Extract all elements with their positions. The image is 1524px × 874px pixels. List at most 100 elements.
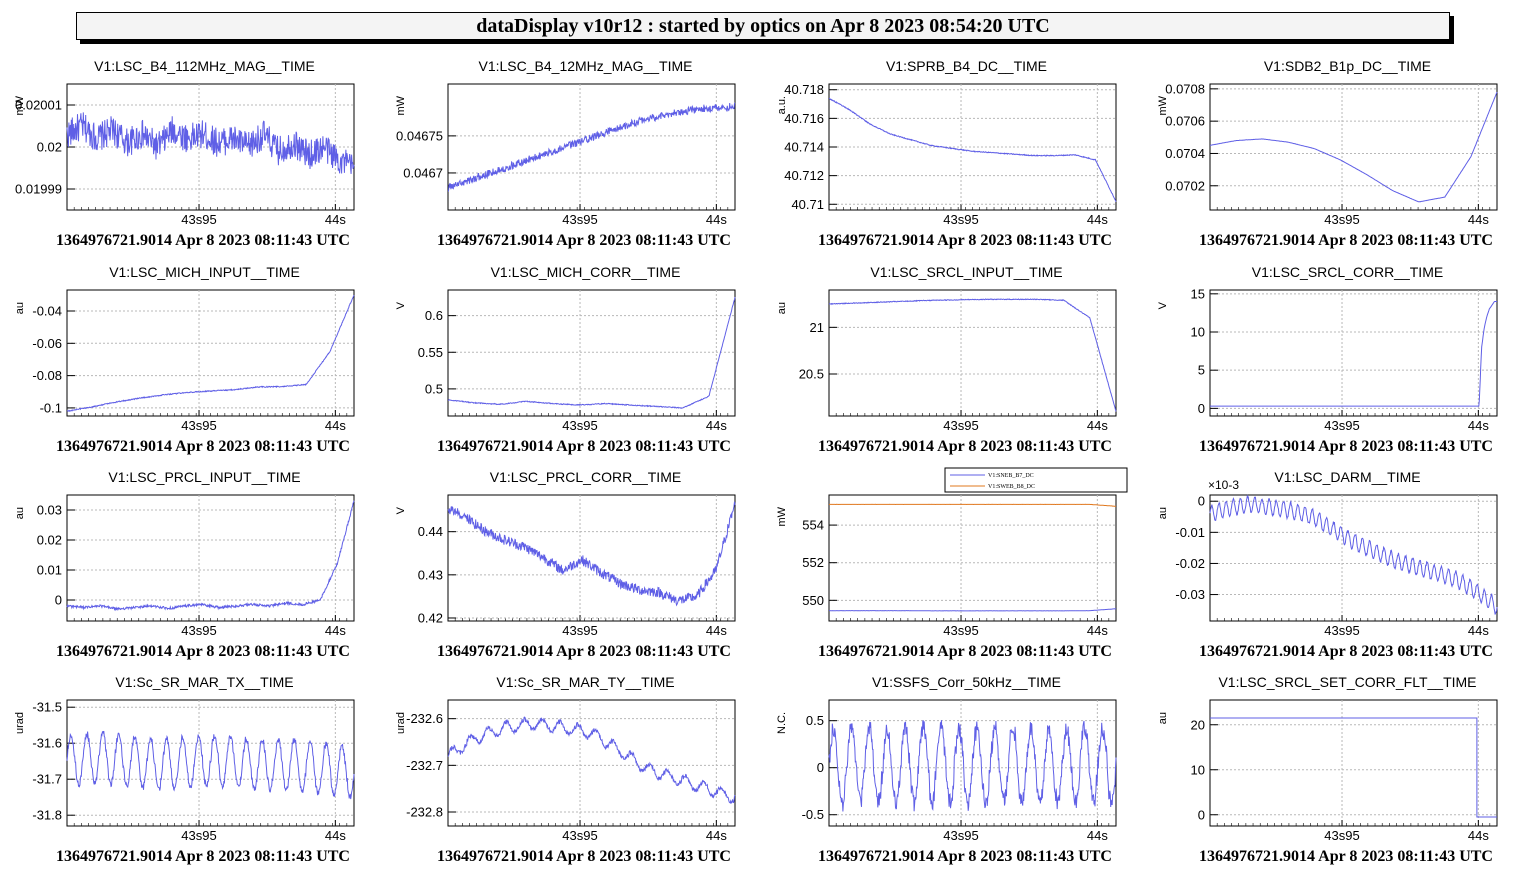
- chart-footer: 1364976721.9014 Apr 8 2023 08:11:43 UTC: [818, 848, 1112, 865]
- y-axis-label: au: [776, 302, 788, 314]
- y-tick-label: -31.8: [32, 808, 62, 823]
- plot-frame: [828, 494, 1117, 622]
- legend-box: [944, 467, 1128, 493]
- y-tick-label: -0.03: [1175, 587, 1205, 602]
- plot-frame: [1209, 289, 1498, 417]
- chart-title: V1:SPRB_B4_DC__TIME: [886, 58, 1047, 74]
- chart-panel: V1:LSC_PRCL_CORR__TIME 43s95 44s 0.42 0.43 0.…: [395, 469, 736, 660]
- y-axis-label: N.C.: [776, 712, 788, 734]
- plot-frame: [447, 699, 736, 827]
- chart-footer: 1364976721.9014 Apr 8 2023 08:11:43 UTC: [1199, 643, 1493, 660]
- chart-panel: V1:LSC_PRCL_INPUT__TIME 43s95 44s 0 0.01 0.02…: [14, 469, 355, 660]
- plot-frame: [828, 83, 1117, 211]
- chart-panel: V1:LSC_SRCL_INPUT__TIME 43s95 44s 20.5 21 au 1…: [776, 264, 1117, 455]
- x-tick-label: 43s95: [181, 828, 216, 843]
- y-exponent-label: ×10-3: [1208, 478, 1239, 492]
- y-tick-label: 40.718: [784, 82, 824, 97]
- chart-title: V1:SDB2_B1p_DC__TIME: [1264, 58, 1431, 74]
- y-tick-label: 0: [55, 593, 62, 608]
- y-axis-label: a.u.: [776, 96, 788, 114]
- y-tick-label: 0.42: [418, 610, 443, 625]
- y-axis-label: au: [1157, 712, 1169, 724]
- chart-title: V1:LSC_B4_12MHz_MAG__TIME: [479, 58, 693, 74]
- y-tick-label: 20.5: [799, 367, 824, 382]
- x-tick-label: 44s: [325, 212, 346, 227]
- chart-footer: 1364976721.9014 Apr 8 2023 08:11:43 UTC: [1199, 232, 1493, 249]
- chart-panel: V1:Sc_SR_MAR_TY__TIME 43s95 44s -232.8 -232.…: [395, 674, 736, 865]
- y-tick-label: 0: [1198, 494, 1205, 509]
- y-tick-label: -31.7: [32, 772, 62, 787]
- y-tick-label: 0.44: [418, 524, 443, 539]
- chart-panel: V1:LSC_SRCL_CORR__TIME 43s95 44s 0 5 10 15 V 136…: [1157, 264, 1498, 455]
- x-tick-label: 44s: [325, 623, 346, 638]
- y-tick-label: 40.71: [791, 197, 824, 212]
- chart-title: V1:LSC_PRCL_CORR__TIME: [490, 469, 681, 485]
- y-tick-label: -0.5: [802, 807, 824, 822]
- y-tick-label: 0.6: [425, 308, 443, 323]
- chart-footer: 1364976721.9014 Apr 8 2023 08:11:43 UTC: [437, 643, 731, 660]
- x-tick-label: 43s95: [562, 212, 597, 227]
- chart-panel: 43s95 44s 550 552 554 mW V1:SNEB_B7_DC V1:SWEB_…: [776, 467, 1128, 660]
- chart-footer: 1364976721.9014 Apr 8 2023 08:11:43 UTC: [56, 232, 350, 249]
- x-tick-label: 43s95: [1324, 418, 1359, 433]
- series-line: [447, 102, 736, 192]
- series-line: [1210, 717, 1497, 818]
- x-tick-label: 43s95: [943, 623, 978, 638]
- y-tick-label: -0.01: [1175, 525, 1205, 540]
- x-tick-label: 44s: [1468, 212, 1489, 227]
- y-tick-label: 0.5: [806, 713, 824, 728]
- y-axis-label: V: [1157, 301, 1169, 309]
- plot-frame: [1209, 699, 1498, 827]
- y-axis-label: mW: [776, 506, 788, 526]
- chart-footer: 1364976721.9014 Apr 8 2023 08:11:43 UTC: [437, 232, 731, 249]
- y-tick-label: 0.0706: [1165, 114, 1205, 129]
- y-tick-label: 10: [1191, 325, 1205, 340]
- series-line: [1209, 494, 1498, 615]
- chart-footer: 1364976721.9014 Apr 8 2023 08:11:43 UTC: [818, 232, 1112, 249]
- y-tick-label: 554: [802, 518, 824, 533]
- plot-frame: [66, 289, 355, 417]
- legend-entry: V1:SNEB_B7_DC: [988, 473, 1034, 479]
- y-axis-label: mW: [395, 95, 407, 115]
- chart-panel: V1:LSC_B4_112MHz_MAG__TIME 43s95 44s 0.0199…: [14, 58, 355, 249]
- plot-frame: [66, 494, 355, 622]
- chart-panel: V1:SDB2_B1p_DC__TIME 43s95 44s 0.0702 0.0704…: [1157, 58, 1498, 249]
- series-line: [447, 716, 736, 804]
- x-tick-label: 43s95: [181, 212, 216, 227]
- x-tick-label: 43s95: [181, 623, 216, 638]
- y-tick-label: 21: [810, 320, 824, 335]
- y-tick-label: 0.01: [37, 563, 62, 578]
- chart-legend: V1:SNEB_B7_DC V1:SWEB_B8_DC: [944, 467, 1128, 493]
- y-axis-label: au: [1157, 507, 1169, 519]
- x-tick-label: 44s: [1468, 418, 1489, 433]
- chart-title: V1:LSC_DARM__TIME: [1274, 469, 1420, 485]
- chart-footer: 1364976721.9014 Apr 8 2023 08:11:43 UTC: [437, 438, 731, 455]
- series-line: [828, 720, 1117, 812]
- chart-title: V1:LSC_PRCL_INPUT__TIME: [108, 469, 300, 485]
- x-tick-label: 43s95: [1324, 828, 1359, 843]
- x-tick-label: 43s95: [943, 212, 978, 227]
- y-tick-label: -0.06: [32, 336, 62, 351]
- y-axis-label: V: [395, 301, 407, 309]
- chart-title: V1:LSC_MICH_INPUT__TIME: [109, 264, 300, 280]
- x-tick-label: 44s: [1087, 418, 1108, 433]
- y-tick-label: -232.7: [406, 758, 443, 773]
- y-tick-label: 5: [1198, 363, 1205, 378]
- series-line: [828, 298, 1117, 412]
- y-tick-label: 40.712: [784, 168, 824, 183]
- series-line: [447, 501, 736, 607]
- series-line: [66, 112, 355, 174]
- y-tick-label: -31.6: [32, 736, 62, 751]
- chart-footer: 1364976721.9014 Apr 8 2023 08:11:43 UTC: [818, 643, 1112, 660]
- series-line: [66, 295, 355, 413]
- y-tick-label: 0.04675: [396, 128, 443, 143]
- series-line-v1-sweb-b8-dc: [828, 503, 1116, 507]
- plot-frame: [1209, 83, 1498, 211]
- y-axis-label: mW: [14, 95, 26, 115]
- y-tick-label: 0.01999: [15, 182, 62, 197]
- x-tick-label: 43s95: [562, 623, 597, 638]
- y-tick-label: 550: [802, 593, 824, 608]
- chart-panel: V1:LSC_DARM__TIME 43s95 44s -0.03 -0.02 -0.01…: [1157, 469, 1498, 660]
- plot-frame: [828, 289, 1117, 417]
